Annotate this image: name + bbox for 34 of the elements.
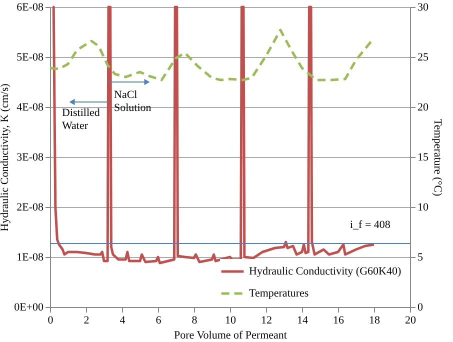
x-tick-label: 10 bbox=[225, 314, 236, 326]
line-series bbox=[51, 6, 376, 264]
y2-axis-title: Temperature (°C) bbox=[432, 118, 444, 196]
y-tick-label: 3E-08 bbox=[16, 152, 44, 164]
y2-tick-label: 30 bbox=[418, 2, 429, 14]
y2-tick-label: 5 bbox=[418, 252, 424, 264]
y-tick-label: 2E-08 bbox=[16, 202, 44, 214]
x-tick-label: 4 bbox=[120, 314, 126, 326]
y2-tick-label: 15 bbox=[418, 152, 429, 164]
y2-tick-label: 10 bbox=[418, 202, 429, 214]
y2-tick-label: 25 bbox=[418, 52, 429, 64]
x-tick-label: 0 bbox=[48, 314, 54, 326]
x-axis-title: Pore Volume of Permeant bbox=[174, 330, 287, 342]
legend-label: Temperatures bbox=[249, 288, 309, 300]
annotation: Distilled Water bbox=[62, 107, 100, 132]
x-tick-label: 16 bbox=[333, 314, 344, 326]
x-tick-label: 12 bbox=[261, 314, 272, 326]
y-axis-title: Hydraulic Conductivity, K (cm/s) bbox=[0, 83, 12, 232]
x-tick-label: 2 bbox=[84, 314, 90, 326]
y-tick-label: 1E-08 bbox=[16, 252, 44, 264]
x-tick-label: 18 bbox=[369, 314, 380, 326]
annotation: NaCl Solution bbox=[114, 89, 152, 114]
x-tick-label: 6 bbox=[156, 314, 162, 326]
y-tick-label: 4E-08 bbox=[16, 102, 44, 114]
y-tick-label: 6E-08 bbox=[16, 2, 44, 14]
x-tick-label: 14 bbox=[297, 314, 308, 326]
y-tick-label: 0E+00 bbox=[14, 302, 44, 314]
y-tick-label: 5E-08 bbox=[16, 52, 44, 64]
y2-tick-label: 20 bbox=[418, 102, 429, 114]
x-tick-label: 20 bbox=[405, 314, 416, 326]
annotation: i_f = 408 bbox=[350, 219, 391, 231]
legend-label: Hydraulic Conductivity (G60K40) bbox=[249, 266, 402, 278]
x-tick-label: 8 bbox=[192, 314, 198, 326]
y2-tick-label: 0 bbox=[418, 302, 424, 314]
